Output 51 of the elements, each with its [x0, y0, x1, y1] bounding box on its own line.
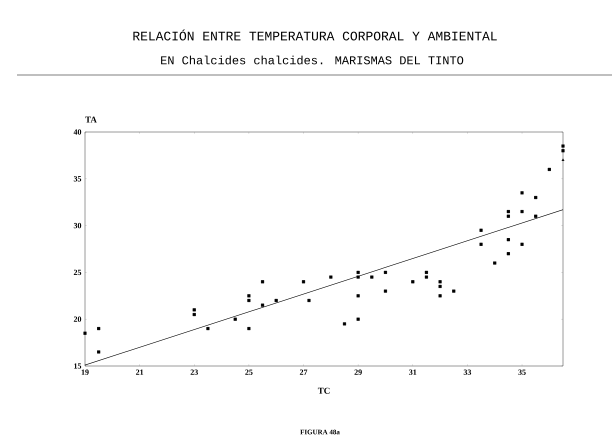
y-axis-title: TA — [85, 116, 97, 122]
point — [411, 280, 414, 284]
point — [520, 242, 524, 246]
point — [247, 294, 250, 298]
point — [274, 298, 278, 302]
point — [438, 280, 442, 284]
point — [520, 210, 524, 214]
point — [479, 242, 483, 246]
point — [247, 298, 250, 302]
point — [384, 290, 388, 293]
point — [534, 196, 538, 200]
point — [356, 270, 360, 274]
point — [562, 158, 564, 161]
point — [97, 326, 100, 330]
point — [342, 322, 346, 326]
point — [479, 228, 483, 232]
point — [356, 294, 360, 298]
point — [384, 270, 388, 274]
point — [206, 326, 210, 330]
point — [192, 308, 196, 312]
point — [506, 252, 510, 256]
point — [356, 318, 360, 321]
point — [260, 304, 264, 307]
point — [247, 326, 250, 330]
chart-subtitle: EN Chalcides chalcides. MARISMAS DEL TINTO — [161, 56, 464, 64]
point — [438, 284, 442, 288]
point — [561, 144, 565, 148]
point — [424, 270, 428, 274]
chart-title: RELACIÓN ENTRE TEMPERATURA CORPORAL Y AMBIENTAL — [133, 30, 497, 40]
point — [356, 275, 360, 279]
point — [548, 168, 551, 172]
point — [260, 280, 264, 284]
point — [234, 318, 237, 321]
point — [534, 214, 538, 218]
point — [438, 294, 442, 298]
x-axis-title: TC — [318, 388, 330, 394]
point — [506, 214, 510, 218]
point — [329, 275, 332, 279]
point — [307, 298, 311, 302]
point — [493, 261, 496, 265]
point — [506, 210, 510, 214]
point — [302, 280, 306, 284]
point — [370, 275, 374, 279]
point — [83, 332, 87, 335]
point — [520, 191, 524, 194]
point — [97, 350, 100, 354]
point — [192, 312, 196, 316]
point — [452, 290, 456, 293]
point — [506, 238, 510, 242]
point — [424, 275, 428, 279]
point — [561, 149, 565, 152]
